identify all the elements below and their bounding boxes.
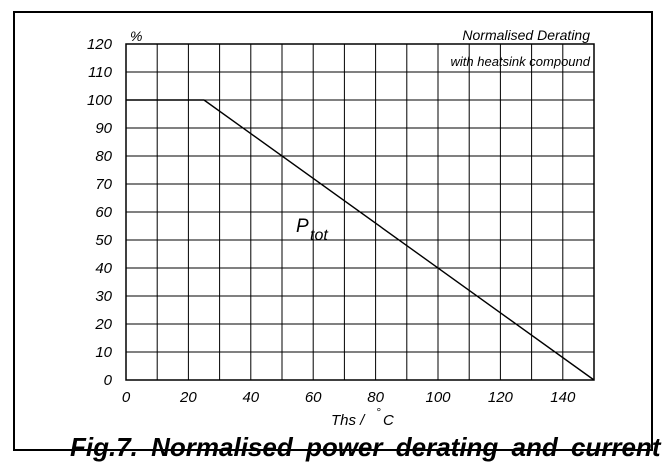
curve-label-main: P xyxy=(296,216,309,237)
x-tick-label: 20 xyxy=(179,389,197,406)
plot-area xyxy=(125,43,595,381)
x-tick-label: 60 xyxy=(305,389,322,406)
y-tick-label: 10 xyxy=(95,344,112,361)
annotation-subtitle: with heatsink compound xyxy=(451,54,591,69)
x-axis-label-unit: C xyxy=(383,412,394,429)
x-axis-label-main: Ths / xyxy=(331,412,366,429)
y-axis-label: % xyxy=(130,28,142,44)
x-tick-label: 140 xyxy=(550,389,576,406)
x-tick-label: 40 xyxy=(242,389,259,406)
figure-caption: Fig.7. Normalised power derating and cur… xyxy=(70,432,661,462)
y-tick-label: 100 xyxy=(87,92,113,109)
x-axis-label-degree: ° xyxy=(376,405,381,419)
annotation-title: Normalised Derating xyxy=(462,27,590,43)
y-tick-label: 0 xyxy=(104,372,113,389)
y-tick-label: 40 xyxy=(95,260,112,277)
y-tick-label: 30 xyxy=(95,288,112,305)
y-tick-labels: 0 10 20 30 40 50 60 70 80 90 100 110 120 xyxy=(87,36,113,389)
x-tick-label: 0 xyxy=(122,389,131,406)
y-tick-label: 120 xyxy=(87,36,113,53)
y-tick-label: 90 xyxy=(95,120,112,137)
x-tick-label: 100 xyxy=(425,389,451,406)
series-line-ptot xyxy=(126,99,595,381)
x-tick-label: 120 xyxy=(488,389,514,406)
y-tick-label: 70 xyxy=(95,176,112,193)
x-tick-label: 80 xyxy=(367,389,384,406)
y-tick-label: 50 xyxy=(95,232,112,249)
derating-chart: 0 10 20 30 40 50 60 70 80 90 100 110 120 0 20 40 60 80 10… xyxy=(87,27,595,429)
y-tick-label: 20 xyxy=(94,316,112,333)
x-tick-labels: 0 20 40 60 80 100 120 140 xyxy=(122,389,576,406)
curve-label-sub: tot xyxy=(310,227,328,244)
y-tick-label: 60 xyxy=(95,204,112,221)
y-tick-label: 110 xyxy=(88,64,113,81)
y-tick-label: 80 xyxy=(95,148,112,165)
